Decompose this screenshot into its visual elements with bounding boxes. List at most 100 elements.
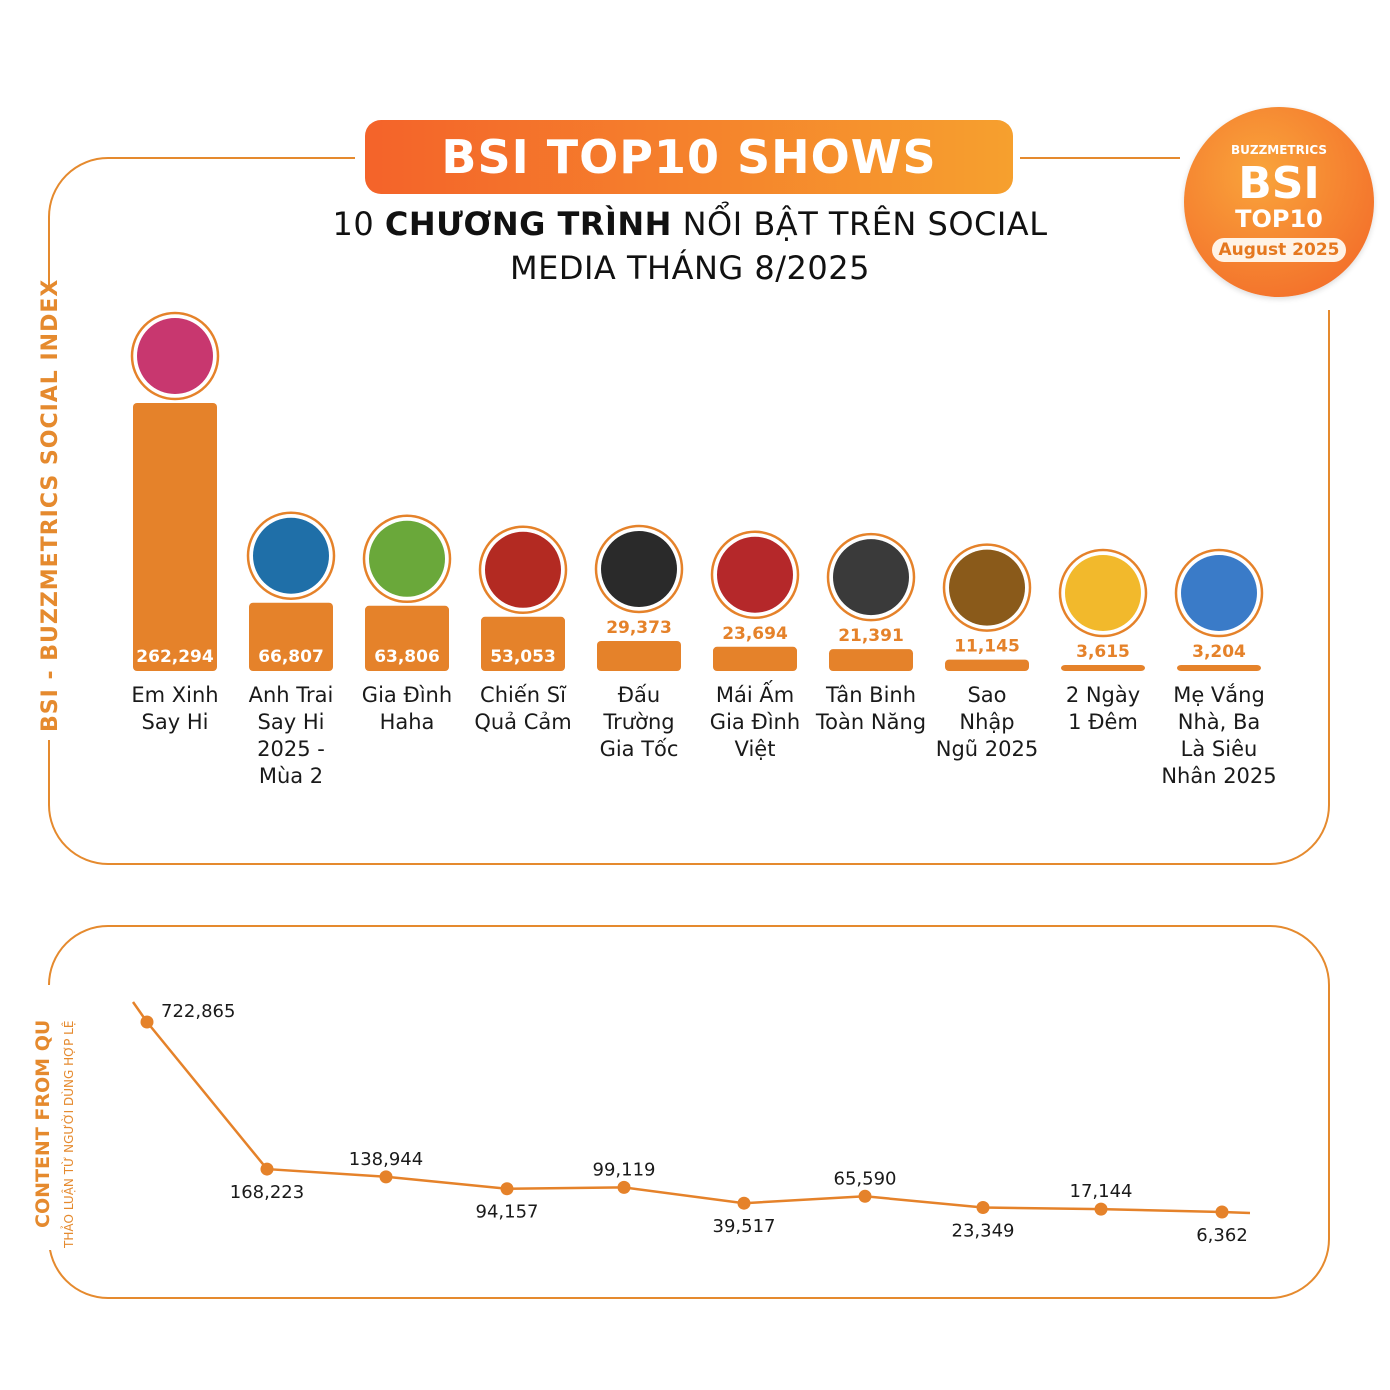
- bar-category-label-line: Toàn Năng: [815, 710, 927, 734]
- page-subtitle: 10 CHƯƠNG TRÌNH NỔI BẬT TRÊN SOCIAL MEDI…: [300, 202, 1080, 290]
- bar-category-label-line: Là Siêu: [1180, 737, 1258, 761]
- bar-value-label: 3,615: [1076, 642, 1130, 662]
- bar-category-label-line: Ngũ 2025: [935, 737, 1039, 761]
- logo-fill-icon: [137, 318, 213, 394]
- bar-category-label-line: Mái Ấm: [715, 683, 795, 707]
- bar: [1177, 665, 1261, 671]
- bar: [133, 403, 217, 671]
- bar-category-label: Anh Trai Say Hi 2025 - Mùa 2: [232, 682, 350, 790]
- bar-category-label-line: Gia Đình: [709, 710, 801, 734]
- logo-fill-icon: [717, 536, 793, 613]
- bar-category-label-line: Đấu: [617, 683, 661, 707]
- bar: [945, 659, 1029, 671]
- line-point: [1094, 1202, 1108, 1216]
- bar-category-label: 2 Ngày 1 Đêm: [1044, 682, 1162, 736]
- bar-category-label-line: Nhập: [959, 710, 1015, 734]
- line-point: [500, 1182, 514, 1196]
- bar-category-label: Sao Nhập Ngũ 2025: [928, 682, 1046, 763]
- logo-fill-icon: [1065, 555, 1141, 631]
- bar-category-label: Chiến Sĩ Quả Cảm: [464, 682, 582, 736]
- bar: [481, 616, 565, 671]
- bar-value-label: 11,145: [954, 637, 1020, 657]
- bar-category-label-line: Việt: [734, 737, 776, 761]
- logo-fill-icon: [369, 520, 445, 597]
- line-point: [1215, 1205, 1229, 1219]
- page-title: BSI TOP10 SHOWS: [365, 120, 1013, 194]
- bar-category-label-line: Trường: [603, 710, 675, 734]
- bar-category-label: Đấu Trường Gia Tốc: [580, 682, 698, 763]
- bar: [1061, 665, 1145, 671]
- line-point: [617, 1180, 631, 1194]
- line-value-label: 65,590: [834, 1168, 897, 1189]
- bar-category-label-line: Gia Đình: [361, 683, 453, 707]
- logo-fill-icon: [833, 539, 909, 616]
- bar-category-label-line: Anh Trai: [248, 683, 334, 707]
- bar-category-label: Gia Đình Haha: [348, 682, 466, 736]
- line-point: [858, 1189, 872, 1203]
- logo-fill-icon: [949, 549, 1025, 626]
- line-value-label: 722,865: [161, 1001, 235, 1022]
- bar-category-label-line: Chiến Sĩ: [480, 683, 566, 707]
- bar-category-label-line: 1 Đêm: [1068, 710, 1138, 734]
- line-value-label: 17,144: [1070, 1181, 1133, 1202]
- badge-bsi: BSI: [1238, 158, 1320, 209]
- bar-category-label: Mái Ấm Gia Đình Việt: [696, 682, 814, 763]
- bar-category-label-line: Tân Binh: [825, 683, 917, 707]
- bar: [713, 646, 797, 671]
- bar-category-label-line: Gia Tốc: [599, 737, 679, 761]
- bar: [829, 649, 913, 671]
- bar-category-label-line: Nhà, Ba: [1177, 710, 1261, 734]
- line-point: [260, 1162, 274, 1176]
- logo-fill-icon: [485, 531, 561, 608]
- line-value-label: 6,362: [1196, 1225, 1248, 1246]
- bar-category-label: Em Xinh Say Hi: [116, 682, 234, 736]
- line-value-label: 39,517: [713, 1216, 776, 1237]
- line-point: [737, 1196, 751, 1210]
- frame-gap: [38, 985, 88, 1250]
- bar-category-label-line: Mẹ Vắng: [1173, 683, 1265, 707]
- bar-value-label: 66,807: [258, 647, 324, 667]
- bar-category-label-line: Quả Cảm: [474, 710, 572, 734]
- badge-month: August 2025: [1212, 238, 1346, 262]
- line-value-label: 94,157: [476, 1202, 539, 1223]
- line-value-label: 99,119: [593, 1159, 656, 1180]
- bar-category-label-line: Nhân 2025: [1161, 764, 1277, 788]
- bar-category-label-line: Sao: [967, 683, 1007, 707]
- bar-category-label-line: Mùa 2: [258, 764, 324, 788]
- line-value-label: 168,223: [230, 1182, 304, 1203]
- line-point: [140, 1015, 154, 1029]
- bar: [249, 602, 333, 671]
- badge-top10: TOP10: [1235, 205, 1323, 233]
- bar-category-label-line: Em Xinh: [131, 683, 219, 707]
- bar: [365, 605, 449, 671]
- bar-value-label: 21,391: [838, 626, 904, 646]
- frame-gap: [38, 290, 60, 740]
- bar-category-label-line: Say Hi: [141, 710, 209, 734]
- logo-fill-icon: [601, 530, 677, 607]
- line-series: [131, 1001, 1251, 1215]
- badge-brand: BUZZMETRICS: [1231, 143, 1327, 157]
- bar-category-label: Tân Binh Toàn Năng: [812, 682, 930, 736]
- subtitle-bold: CHƯƠNG TRÌNH: [384, 205, 672, 243]
- bar-category-label-line: Say Hi: [257, 710, 325, 734]
- bar: [597, 640, 681, 671]
- logo-fill-icon: [1181, 555, 1257, 631]
- bar-category-label-line: 2025 -: [257, 737, 325, 761]
- bar-value-label: 262,294: [136, 647, 214, 667]
- bar-value-label: 3,204: [1192, 642, 1246, 662]
- subtitle-rest: NỔI BẬT TRÊN SOCIAL MEDIA THÁNG 8/2025: [510, 205, 1048, 287]
- line-point: [976, 1200, 990, 1214]
- bsi-top10-badge: BUZZMETRICS BSI TOP10 August 2025: [1184, 107, 1374, 297]
- bar-category-label-line: Haha: [379, 710, 435, 734]
- bar-category-label-line: 2 Ngày: [1065, 683, 1141, 707]
- subtitle-prefix: 10: [332, 205, 385, 243]
- line-value-label: 138,944: [349, 1149, 423, 1170]
- logo-fill-icon: [253, 517, 329, 594]
- bar-value-label: 63,806: [374, 647, 440, 667]
- bar-value-label: 53,053: [490, 647, 556, 667]
- bar-value-label: 23,694: [722, 624, 788, 644]
- bar-category-label: Mẹ Vắng Nhà, Ba Là Siêu Nhân 2025: [1160, 682, 1278, 790]
- line-point: [379, 1170, 393, 1184]
- line-value-label: 23,349: [952, 1220, 1015, 1241]
